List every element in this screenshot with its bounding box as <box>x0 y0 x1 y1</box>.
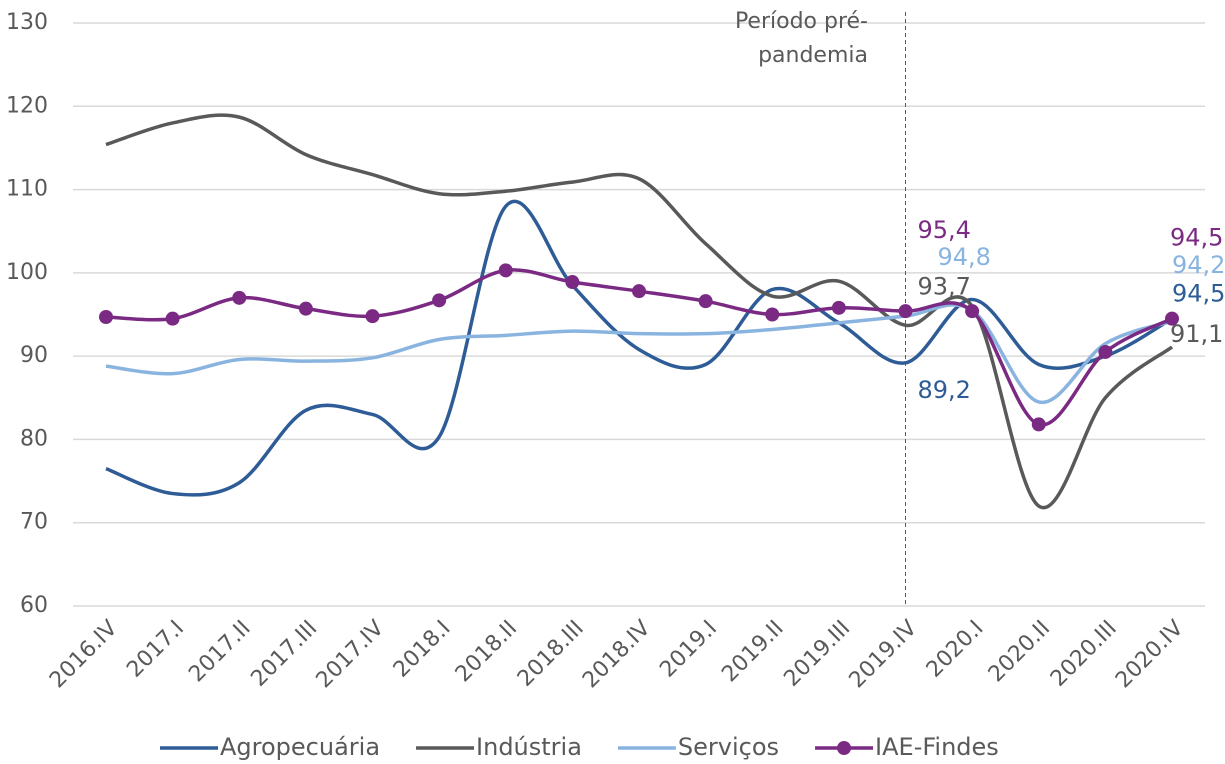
data-label: 91,1 <box>1170 320 1223 348</box>
annotation: pandemia <box>758 43 868 68</box>
x-tick-label: 2016.IV <box>45 616 122 693</box>
point <box>765 307 780 322</box>
point <box>565 275 580 290</box>
point <box>298 301 313 316</box>
point <box>365 309 380 324</box>
point <box>99 309 113 324</box>
data-label: 93,7 <box>918 272 971 300</box>
x-tick-label: 2018.IV <box>578 616 655 693</box>
x-tick-label: 2019.III <box>779 616 855 692</box>
point <box>831 300 846 315</box>
x-tick-label: 2020.IV <box>1111 616 1188 693</box>
x-tick-label: 2020.I <box>922 616 989 683</box>
point <box>698 294 713 309</box>
data-label: 94,8 <box>938 243 991 271</box>
point <box>232 290 247 305</box>
data-label: 89,2 <box>918 376 971 404</box>
x-tick-label: 2018.II <box>451 616 522 687</box>
point <box>432 293 447 308</box>
x-tick-label: 2017.I <box>122 616 189 683</box>
series-line <box>105 199 1173 497</box>
point <box>165 311 180 326</box>
y-tick-label: 80 <box>20 426 48 451</box>
y-tick-label: 90 <box>20 343 48 368</box>
x-tick-label: 2017.III <box>246 616 322 692</box>
point <box>498 263 513 278</box>
y-tick-label: 110 <box>6 177 48 202</box>
series-line <box>105 303 1173 404</box>
y-tick-label: 130 <box>6 10 48 35</box>
y-tick-label: 70 <box>20 510 48 535</box>
x-tick-label: 2018.III <box>513 616 589 692</box>
data-label: 95,4 <box>918 216 971 244</box>
legend-label: Agropecuária <box>220 733 380 761</box>
x-tick-label: 2017.II <box>184 616 255 687</box>
series-line <box>105 268 1173 427</box>
x-tick-label: 2019.IV <box>845 616 922 693</box>
series-line <box>105 113 1174 510</box>
point <box>1031 417 1046 432</box>
y-tick-label: 60 <box>20 593 48 618</box>
x-tick-label: 2019.II <box>717 616 788 687</box>
legend-label: Indústria <box>476 733 582 761</box>
point <box>898 304 913 319</box>
point <box>1098 344 1113 359</box>
data-label: 94,5 <box>1170 224 1223 252</box>
annotation: Período pré- <box>735 9 868 34</box>
legend-marker <box>837 741 852 755</box>
y-tick-label: 120 <box>6 93 48 118</box>
x-tick-label: 2017.IV <box>312 616 389 693</box>
x-tick-label: 2020.II <box>984 616 1055 687</box>
point <box>965 304 980 319</box>
x-tick-label: 2018.I <box>389 616 456 683</box>
point <box>1165 311 1179 326</box>
legend-label: IAE-Findes <box>875 733 999 761</box>
point <box>632 284 646 299</box>
legend-label: Serviços <box>678 733 779 761</box>
data-label: 94,2 <box>1172 251 1225 279</box>
y-tick-label: 100 <box>6 260 48 285</box>
data-label: 94,5 <box>1172 280 1225 308</box>
x-tick-label: 2020.III <box>1046 616 1122 692</box>
x-tick-label: 2019.I <box>655 616 722 683</box>
